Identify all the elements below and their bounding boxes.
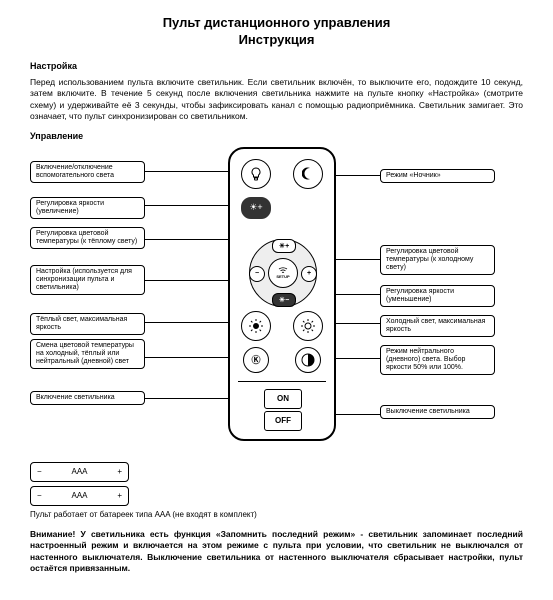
- label-power-off: Выключение светильника: [380, 405, 495, 419]
- label-cold-max: Холодный свет, максимальная яркость: [380, 315, 495, 337]
- control-pad: ☀+ − + ☀− SETUP: [249, 239, 317, 307]
- btn-cold-max: [293, 311, 323, 341]
- btn-off: OFF: [264, 411, 302, 431]
- sun-outline-icon: [301, 319, 315, 333]
- label-brightness-up: Регулировка яркости (увеличение): [30, 197, 145, 219]
- label-color-cycle: Смена цветовой температуры на холодный, …: [30, 339, 145, 369]
- btn-on: ON: [264, 389, 302, 409]
- label-color-cold: Регулировка цветовой температуры (к холо…: [380, 245, 495, 275]
- battery-note: Пульт работает от батареек типа AAA (не …: [30, 510, 523, 519]
- btn-setup: SETUP: [268, 258, 298, 288]
- label-night-mode: Режим «Ночник»: [380, 169, 495, 183]
- btn-warm-max: [241, 311, 271, 341]
- btn-color-cycle: Ⓚ: [243, 347, 269, 373]
- setup-paragraph: Перед использованием пульта включите све…: [30, 77, 523, 123]
- btn-night-mode: [293, 159, 323, 189]
- pad-up: ☀+: [272, 239, 296, 253]
- setup-label: SETUP: [276, 274, 289, 279]
- label-warm-max: Тёплый свет, максимальная яркость: [30, 313, 145, 335]
- contrast-icon: [301, 353, 315, 367]
- wifi-icon: [278, 267, 288, 274]
- warning-text: Внимание! У светильника есть функция «За…: [30, 529, 523, 575]
- page-title: Пульт дистанционного управления: [30, 15, 523, 30]
- moon-icon: [302, 167, 315, 180]
- battery-slot-1: −AAA+: [30, 462, 129, 482]
- section-control-heading: Управление: [30, 131, 523, 141]
- label-aux-light: Включение/отключение вспомогательного св…: [30, 161, 145, 183]
- divider: [238, 381, 326, 382]
- bulb-icon: [249, 167, 263, 181]
- remote-diagram: Включение/отключение вспомогательного св…: [30, 147, 523, 457]
- section-setup-heading: Настройка: [30, 61, 523, 71]
- pad-right: +: [301, 266, 317, 282]
- pad-down: ☀−: [272, 293, 296, 307]
- page-subtitle: Инструкция: [30, 32, 523, 47]
- btn-aux-light: [241, 159, 271, 189]
- pad-left: −: [249, 266, 265, 282]
- label-brightness-down: Регулировка яркости (уменьшение): [380, 285, 495, 307]
- sun-icon: [249, 319, 263, 333]
- connector: [145, 239, 240, 240]
- label-neutral: Режим нейтрального (дневного) света. Выб…: [380, 345, 495, 375]
- btn-neutral: [295, 347, 321, 373]
- battery-slot-2: −AAA+: [30, 486, 129, 506]
- remote-body: ☀+ ☀+ − + ☀− SETUP Ⓚ: [228, 147, 336, 441]
- label-power-on: Включение светильника: [30, 391, 145, 405]
- label-setup: Настройка (используется для синхронизаци…: [30, 265, 145, 295]
- label-color-warm: Регулировка цветовой температуры (к тёпл…: [30, 227, 145, 249]
- btn-bright-up-visual: ☀+: [241, 197, 271, 219]
